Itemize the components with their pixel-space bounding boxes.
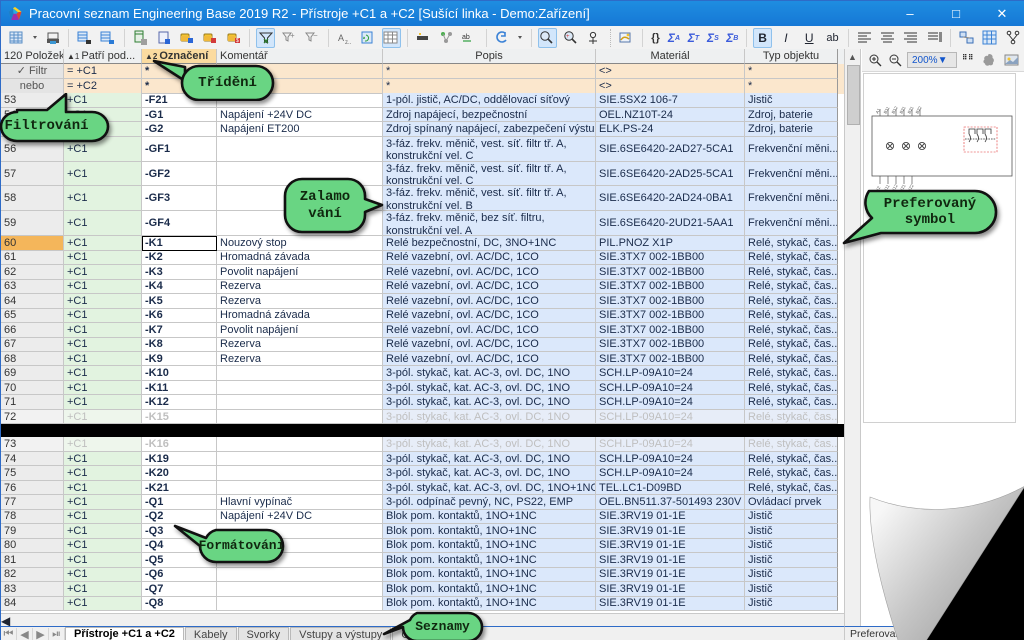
- svg-text:B22: B22: [915, 105, 923, 115]
- svg-text:+: +: [566, 34, 570, 40]
- svg-text:B12: B12: [891, 105, 899, 115]
- svg-text:A1: A1: [875, 107, 882, 115]
- svg-text:+: +: [290, 31, 295, 40]
- svg-text:−: −: [313, 31, 318, 40]
- svg-text:B11: B11: [883, 105, 891, 114]
- svg-text:B21: B21: [907, 105, 915, 115]
- svg-text:$: $: [236, 38, 239, 44]
- svg-text:z..: z..: [345, 40, 352, 46]
- svg-text:B21: B21: [899, 105, 907, 115]
- svg-text:ab: ab: [462, 34, 470, 41]
- svg-text:A: A: [338, 33, 344, 43]
